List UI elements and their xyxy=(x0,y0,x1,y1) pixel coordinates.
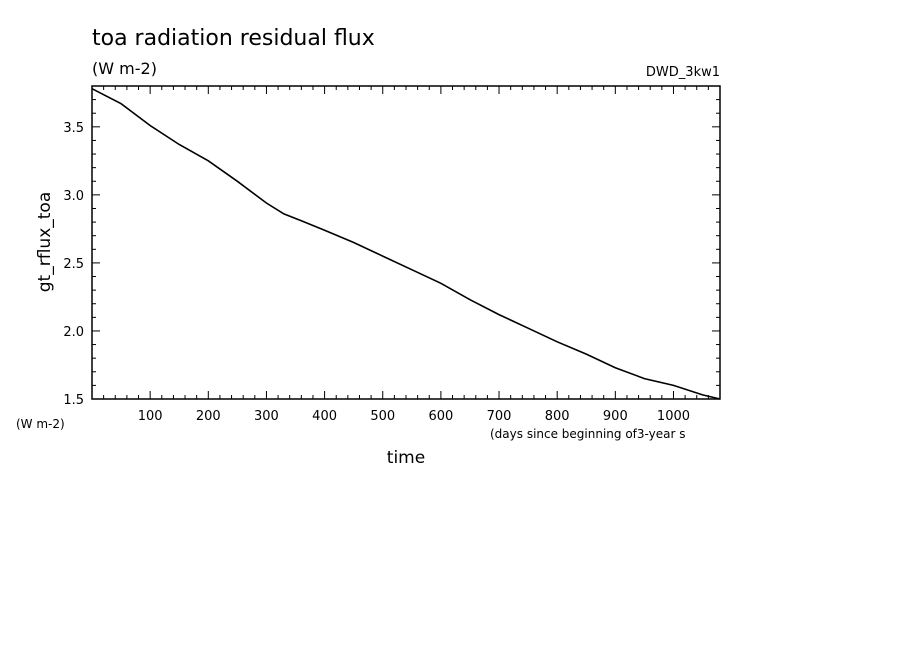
y-tick-label: 1.5 xyxy=(63,393,84,408)
x-tick-label: 500 xyxy=(370,409,395,424)
x-tick-label: 300 xyxy=(254,409,279,424)
x-tick-label: 200 xyxy=(196,409,221,424)
chart-subtitle: (W m-2) xyxy=(92,59,157,78)
y-tick-label: 3.0 xyxy=(63,189,84,204)
x-axis-unit: (days since beginning of3-year s xyxy=(490,427,686,441)
y-tick-label: 3.5 xyxy=(63,121,84,136)
x-tick-label: 400 xyxy=(312,409,337,424)
experiment-label: DWD_3kw1 xyxy=(646,65,720,80)
y-tick-label: 2.5 xyxy=(63,257,84,272)
series-line xyxy=(91,87,721,400)
x-tick-label: 1000 xyxy=(657,409,690,424)
y-tick-label: 2.0 xyxy=(63,325,84,340)
x-tick-label: 600 xyxy=(428,409,453,424)
x-tick-label: 700 xyxy=(487,409,512,424)
x-axis-label: time xyxy=(387,448,425,468)
x-tick-label: 800 xyxy=(545,409,570,424)
plot-frame xyxy=(91,85,721,400)
x-tick-label: 900 xyxy=(603,409,628,424)
tick-labels: 100 200 300 400 500 600 700 800 900 1000 1.5 2.0 2.5… xyxy=(63,121,690,424)
y-axis-unit: (W m-2) xyxy=(16,417,65,431)
x-tick-label: 100 xyxy=(138,409,163,424)
axis-ticks xyxy=(92,86,720,399)
chart-title: toa radiation residual flux xyxy=(92,26,375,51)
y-axis-label: gt_rflux_toa xyxy=(35,192,55,292)
